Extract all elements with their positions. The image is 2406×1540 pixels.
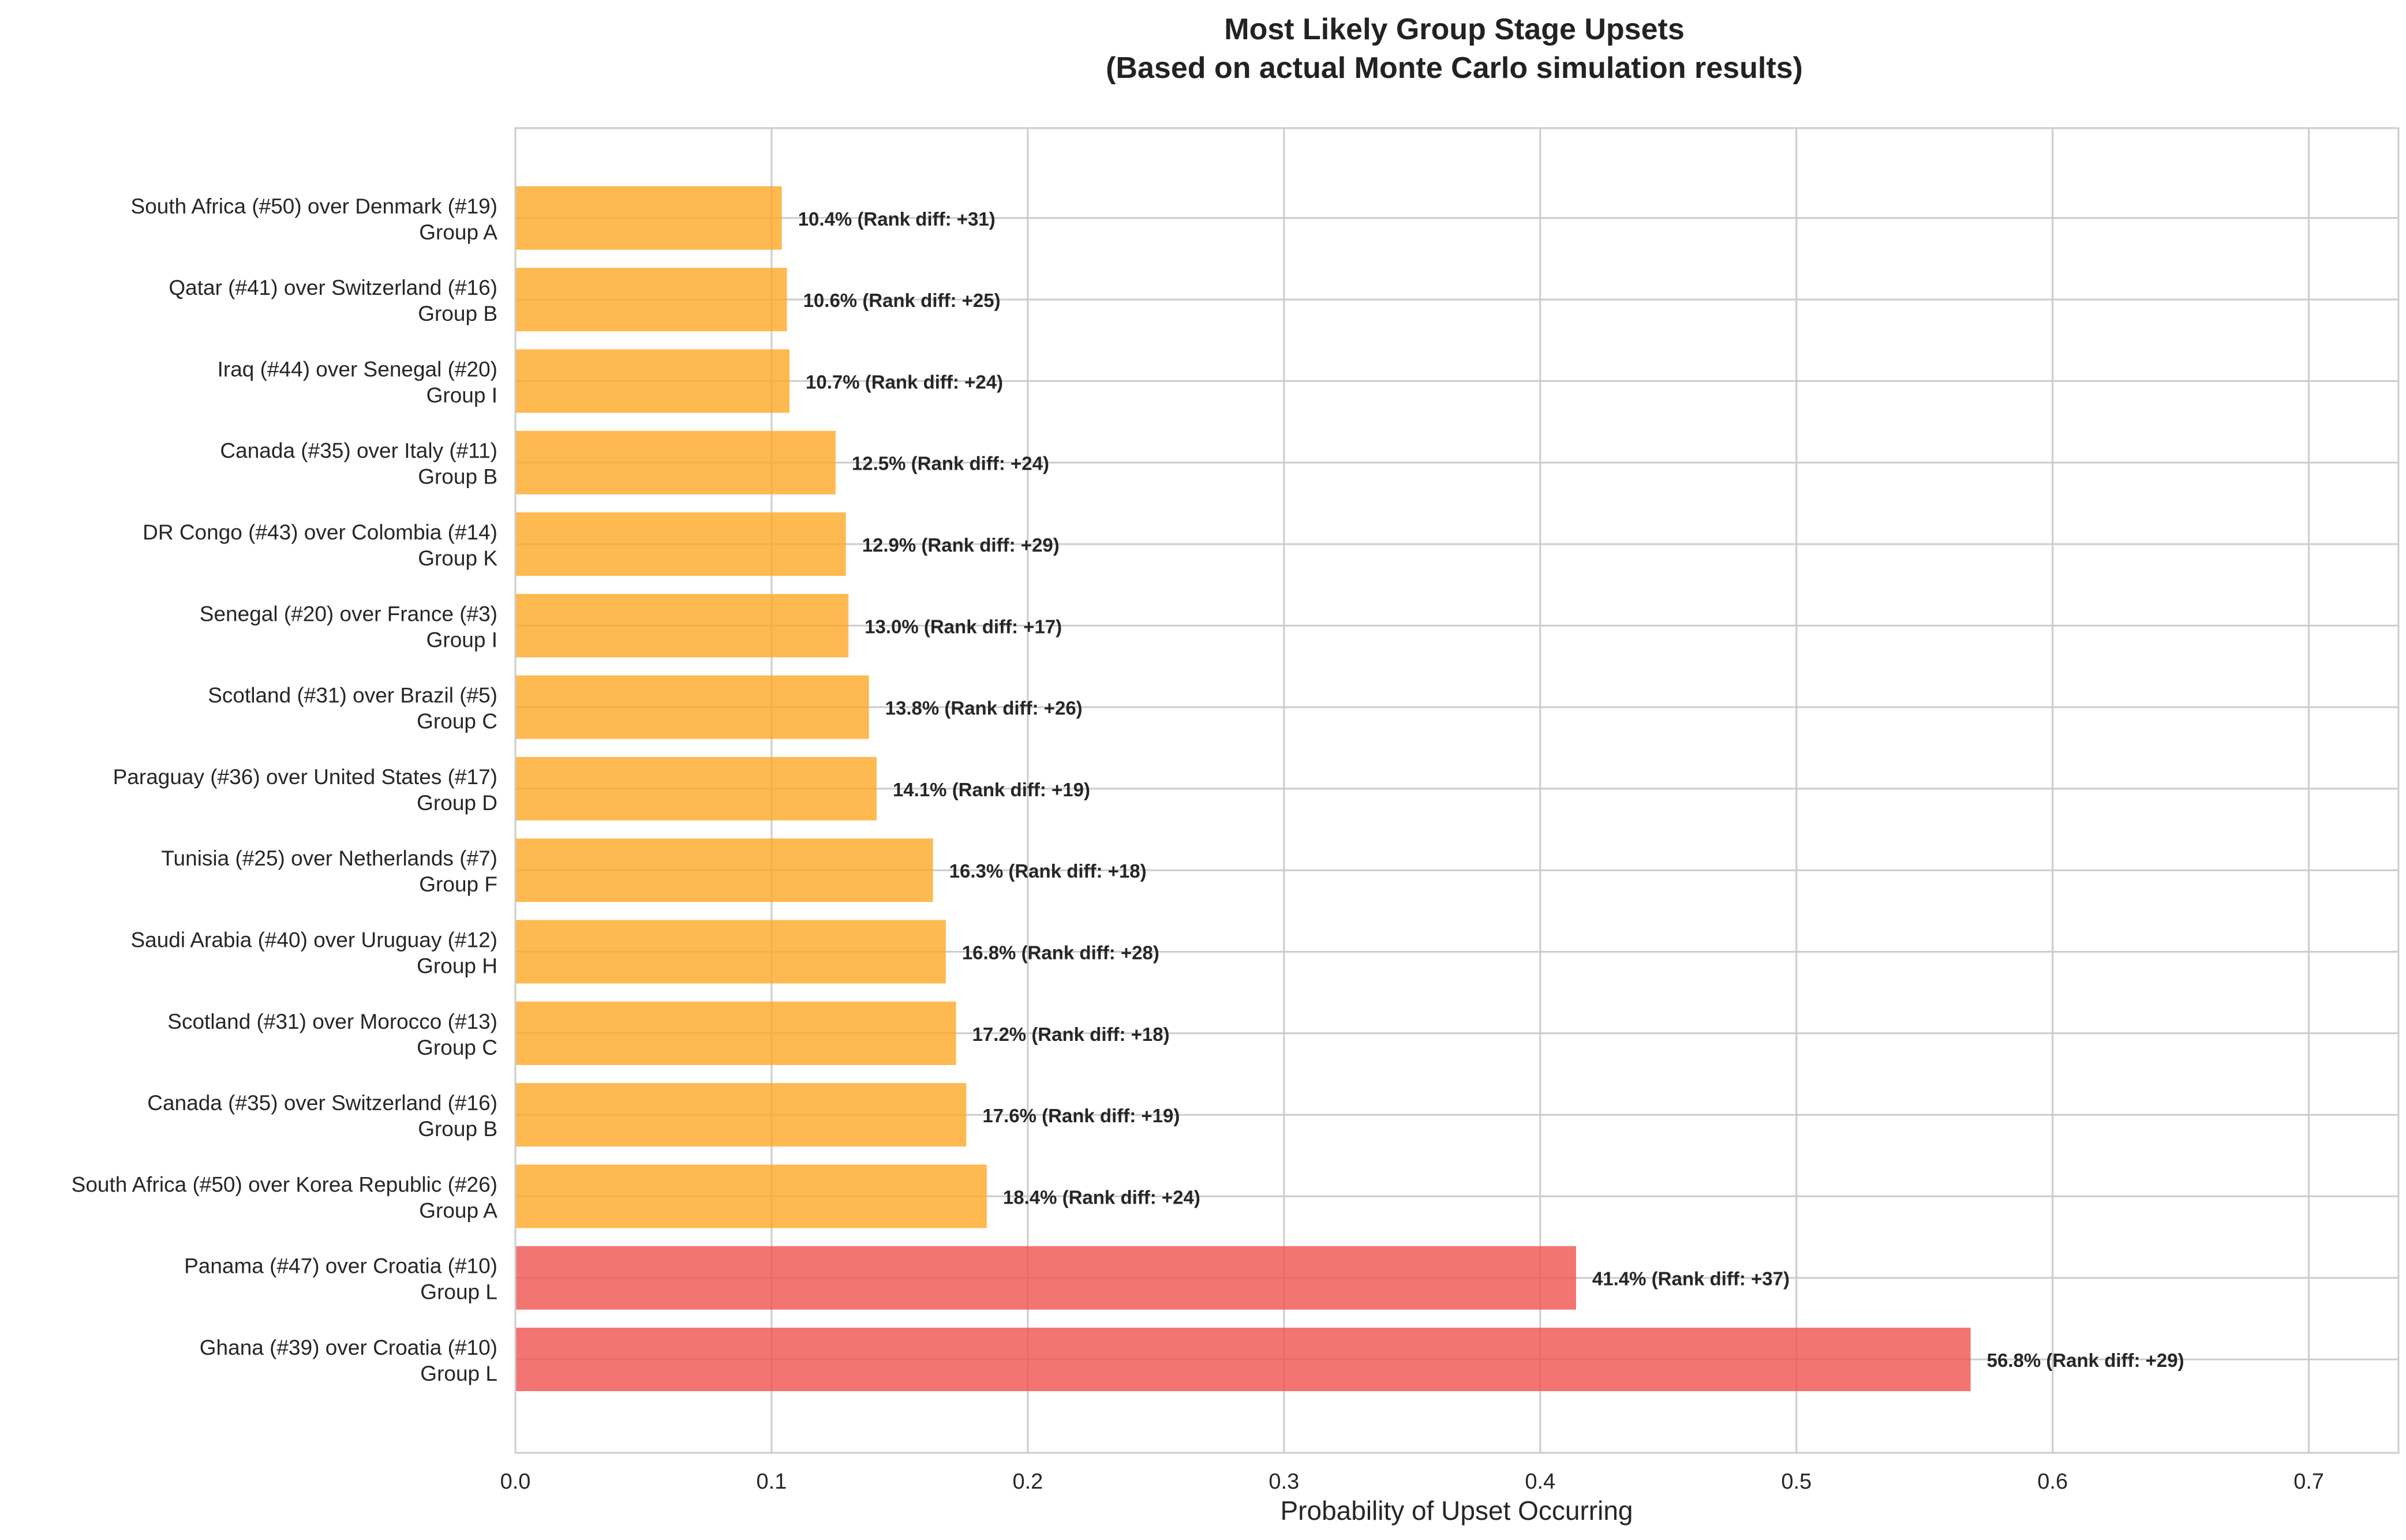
chart-subtitle: (Based on actual Monte Carlo simulation …: [1106, 51, 1803, 85]
category-group-label: Group B: [418, 465, 497, 489]
category-group-label: Group L: [420, 1362, 497, 1385]
category-matchup-label: South Africa (#50) over Korea Republic (…: [72, 1172, 497, 1196]
category-matchup-label: Paraguay (#36) over United States (#17): [113, 765, 497, 789]
bar-value-label: 12.9% (Rank diff: +29): [862, 534, 1060, 556]
x-tick-label: 0.7: [2293, 1470, 2324, 1494]
bar-value-label: 16.3% (Rank diff: +18): [949, 860, 1147, 882]
category-matchup-label: Senegal (#20) over France (#3): [200, 602, 497, 625]
category-labels: Ghana (#39) over Croatia (#10)Group LPan…: [72, 194, 498, 1385]
bar-value-label: 17.6% (Rank diff: +19): [982, 1105, 1180, 1126]
category-group-label: Group C: [417, 710, 497, 733]
category-matchup-label: Canada (#35) over Switzerland (#16): [147, 1091, 497, 1115]
category-matchup-label: Scotland (#31) over Brazil (#5): [208, 684, 497, 707]
bar-value-label: 14.1% (Rank diff: +19): [893, 779, 1090, 800]
category-matchup-label: Scotland (#31) over Morocco (#13): [167, 1010, 497, 1033]
category-group-label: Group B: [418, 1117, 497, 1141]
x-axis-ticks: 0.0 0.1 0.2 0.3 0.4 0.5 0.6 0.7: [500, 1470, 2324, 1494]
bars: [515, 186, 1971, 1391]
category-matchup-label: Panama (#47) over Croatia (#10): [184, 1254, 497, 1278]
category-group-label: Group D: [417, 791, 497, 815]
category-matchup-label: Tunisia (#25) over Netherlands (#7): [161, 846, 497, 870]
x-tick-label: 0.0: [500, 1470, 531, 1494]
category-matchup-label: Iraq (#44) over Senegal (#20): [218, 357, 497, 381]
bar-value-label: 18.4% (Rank diff: +24): [1003, 1186, 1200, 1208]
category-matchup-label: Qatar (#41) over Switzerland (#16): [169, 276, 497, 299]
category-group-label: Group F: [419, 872, 497, 896]
bar-value-label: 41.4% (Rank diff: +37): [1592, 1268, 1790, 1290]
category-group-label: Group I: [426, 383, 497, 407]
x-tick-label: 0.1: [757, 1470, 787, 1494]
category-group-label: Group H: [417, 954, 497, 978]
category-matchup-label: Ghana (#39) over Croatia (#10): [200, 1336, 497, 1359]
bar: [515, 1083, 967, 1147]
bar-value-label: 10.7% (Rank diff: +24): [806, 371, 1003, 392]
bar-value-label: 10.4% (Rank diff: +31): [798, 208, 996, 230]
bar-value-label: 17.2% (Rank diff: +18): [972, 1024, 1170, 1045]
bar-value-label: 56.8% (Rank diff: +29): [1987, 1350, 2184, 1371]
bar: [515, 920, 946, 984]
bar: [515, 675, 869, 739]
bar-value-label: 13.0% (Rank diff: +17): [865, 616, 1062, 637]
bar: [515, 1001, 956, 1065]
bar-value-label: 13.8% (Rank diff: +26): [885, 698, 1083, 719]
bar: [515, 594, 849, 658]
x-tick-label: 0.4: [1525, 1470, 1555, 1494]
category-matchup-label: Saudi Arabia (#40) over Uruguay (#12): [130, 928, 497, 952]
category-matchup-label: DR Congo (#43) over Colombia (#14): [143, 520, 497, 544]
bar: [515, 186, 782, 250]
x-axis-title: Probability of Upset Occurring: [1280, 1496, 1633, 1526]
bar: [515, 838, 933, 902]
bar-value-label: 12.5% (Rank diff: +24): [852, 453, 1049, 474]
category-matchup-label: Canada (#35) over Italy (#11): [220, 439, 497, 463]
x-tick-label: 0.6: [2037, 1470, 2068, 1494]
bar-value-label: 16.8% (Rank diff: +28): [962, 942, 1159, 964]
plot-frame: [514, 127, 2400, 1454]
category-group-label: Group C: [417, 1036, 497, 1059]
x-tick-label: 0.2: [1012, 1470, 1043, 1494]
chart-title: Most Likely Group Stage Upsets: [1224, 13, 1685, 46]
bar: [515, 756, 877, 820]
bar: [515, 268, 787, 332]
data-labels: 56.8% (Rank diff: +29) 41.4% (Rank diff: …: [798, 208, 2184, 1371]
category-matchup-label: South Africa (#50) over Denmark (#19): [131, 194, 497, 218]
category-group-label: Group L: [420, 1280, 497, 1304]
category-group-label: Group A: [419, 220, 497, 244]
x-tick-label: 0.5: [1781, 1470, 1812, 1494]
x-tick-label: 0.3: [1269, 1470, 1299, 1494]
category-group-label: Group I: [426, 628, 497, 651]
bar: [515, 430, 836, 494]
bar: [515, 1246, 1576, 1310]
bar: [515, 1328, 1971, 1391]
category-group-label: Group B: [418, 302, 497, 325]
bar: [515, 349, 790, 413]
bar-value-label: 10.6% (Rank diff: +25): [803, 290, 1001, 311]
bar: [515, 512, 846, 576]
category-group-label: Group A: [419, 1198, 497, 1222]
category-group-label: Group K: [418, 546, 497, 570]
bar: [515, 1164, 987, 1228]
